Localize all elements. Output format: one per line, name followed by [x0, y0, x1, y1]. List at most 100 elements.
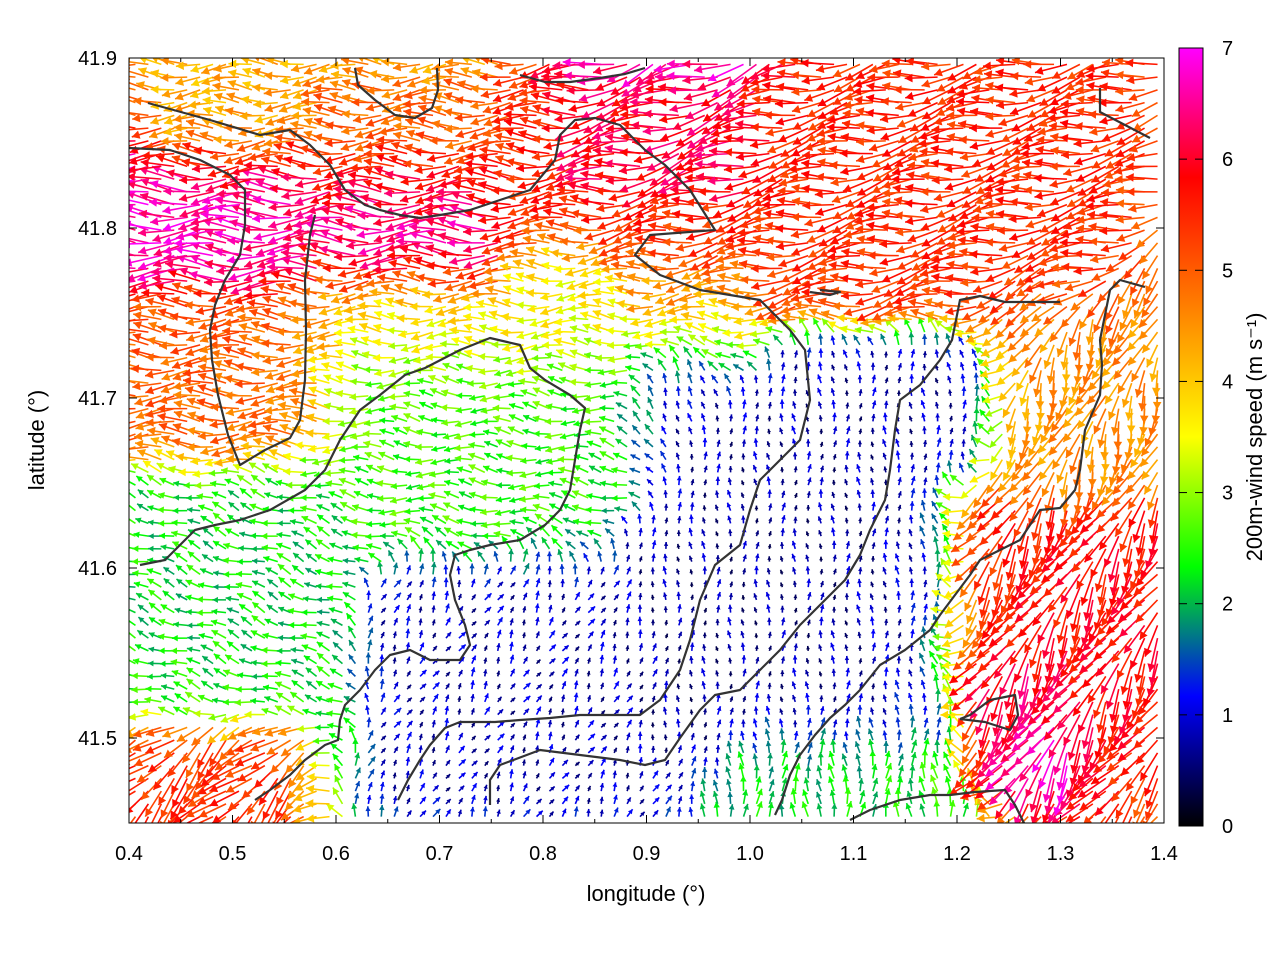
- wind-vector-head: [589, 760, 594, 765]
- wind-vector-head: [1063, 736, 1072, 746]
- wind-vector-head: [614, 709, 620, 714]
- wind-vector-head: [741, 515, 746, 520]
- wind-vector-head: [960, 588, 969, 598]
- wind-vector-head: [276, 692, 284, 699]
- wind-vector-head: [369, 769, 375, 775]
- wind-vector-head: [1106, 762, 1116, 771]
- wind-vector-head: [935, 730, 942, 736]
- wind-vector-head: [857, 578, 862, 584]
- wind-vector-head: [1027, 716, 1037, 725]
- wind-vector-head: [558, 445, 566, 452]
- wind-vector: [129, 752, 149, 762]
- wind-vector-head: [208, 469, 216, 477]
- wind-vector-head: [365, 652, 372, 658]
- wind-vector-head: [753, 764, 760, 771]
- wind-vector-head: [550, 786, 555, 791]
- wind-vector-head: [393, 806, 399, 812]
- wind-vector-head: [564, 772, 570, 778]
- wind-vector-head: [573, 680, 579, 686]
- wind-vector-head: [639, 671, 644, 676]
- wind-vector-head: [156, 831, 164, 840]
- wind-vector-head: [252, 590, 260, 597]
- wind-vector-head: [148, 764, 158, 773]
- wind-vector-head: [134, 758, 144, 767]
- wind-vector-head: [186, 426, 196, 436]
- wind-vector: [267, 803, 279, 823]
- wind-vector-head: [806, 718, 812, 724]
- wind-vector-head: [882, 708, 887, 713]
- wind-vector-head: [1029, 803, 1038, 813]
- wind-vector-head: [858, 670, 863, 675]
- wind-vector-head: [334, 764, 341, 771]
- wind-vector-head: [953, 760, 961, 769]
- wind-vector-head: [663, 693, 668, 698]
- wind-vector-head: [945, 738, 954, 747]
- wind-vector-head: [868, 717, 874, 723]
- wind-vector-head: [277, 634, 284, 641]
- wind-vector-head: [210, 436, 219, 445]
- wind-vector-head: [1002, 742, 1012, 752]
- wind-vector-head: [223, 669, 231, 676]
- wind-vector: [129, 532, 136, 537]
- wind-vector-head: [547, 469, 554, 476]
- wind-vector-head: [923, 738, 930, 745]
- wind-vector-head: [172, 798, 180, 808]
- wind-vector-head: [482, 806, 488, 812]
- wind-vector-head: [691, 756, 697, 762]
- wind-vector-head: [885, 775, 893, 783]
- wind-vector-head: [347, 668, 353, 675]
- wind-vector-head: [431, 431, 438, 438]
- wind-vector-head: [497, 758, 502, 764]
- wind-vector: [129, 777, 136, 783]
- wind-vector-head: [197, 758, 206, 768]
- wind-vector-head: [742, 668, 747, 674]
- wind-vector-head: [496, 771, 501, 777]
- wind-vector-head: [614, 722, 619, 728]
- wind-vector-head: [1048, 603, 1057, 613]
- wind-vector-head: [1003, 700, 1013, 710]
- wind-vector-head: [1120, 685, 1129, 695]
- wind-vector-head: [189, 822, 191, 823]
- wind-vector-head: [178, 468, 186, 477]
- wind-vector-head: [766, 694, 772, 699]
- wind-vector-head: [1013, 816, 1022, 823]
- wind-vector-head: [996, 816, 1005, 823]
- wind-vector-head: [676, 591, 681, 597]
- wind-vector-head: [677, 745, 683, 750]
- wind-vector-head: [129, 731, 135, 739]
- wind-vector-head: [650, 722, 655, 726]
- wind-vector-head: [1041, 649, 1051, 659]
- wind-vector-head: [910, 752, 917, 759]
- wind-vector-head: [1081, 765, 1090, 774]
- wind-vector-head: [741, 453, 746, 458]
- wind-vector-head: [869, 707, 875, 712]
- wind-vector-head: [613, 807, 619, 813]
- wind-vector-head: [183, 795, 192, 804]
- wind-vector-head: [420, 697, 425, 702]
- wind-vector-head: [923, 717, 929, 724]
- wind-vector-head: [1023, 486, 1032, 496]
- wind-vector-head: [637, 513, 643, 519]
- wind-vector-head: [841, 753, 848, 760]
- wind-vector-head: [292, 804, 302, 813]
- wind-vector-head: [585, 506, 592, 514]
- wind-vector-head: [264, 696, 271, 702]
- wind-vector-head: [944, 776, 952, 783]
- wind-vector-head: [201, 680, 208, 687]
- wind-vector-head: [985, 768, 995, 777]
- wind-vector-head: [1081, 739, 1090, 749]
- wind-vector-head: [625, 772, 630, 777]
- wind-vector-head: [832, 729, 838, 735]
- wind-vector-head: [1105, 835, 1113, 844]
- wind-vector-head: [276, 796, 284, 806]
- wind-vector-head: [137, 774, 147, 783]
- wind-vector-head: [728, 671, 733, 675]
- wind-vector-head: [755, 680, 760, 686]
- wind-vector-head: [160, 820, 165, 823]
- wind-vector-head: [1089, 761, 1098, 771]
- wind-vector-head: [157, 412, 166, 422]
- wind-vector-head: [1066, 789, 1075, 799]
- wind-vector: [197, 815, 214, 823]
- wind-vector-head: [404, 455, 411, 463]
- wind-vector-head: [148, 545, 154, 552]
